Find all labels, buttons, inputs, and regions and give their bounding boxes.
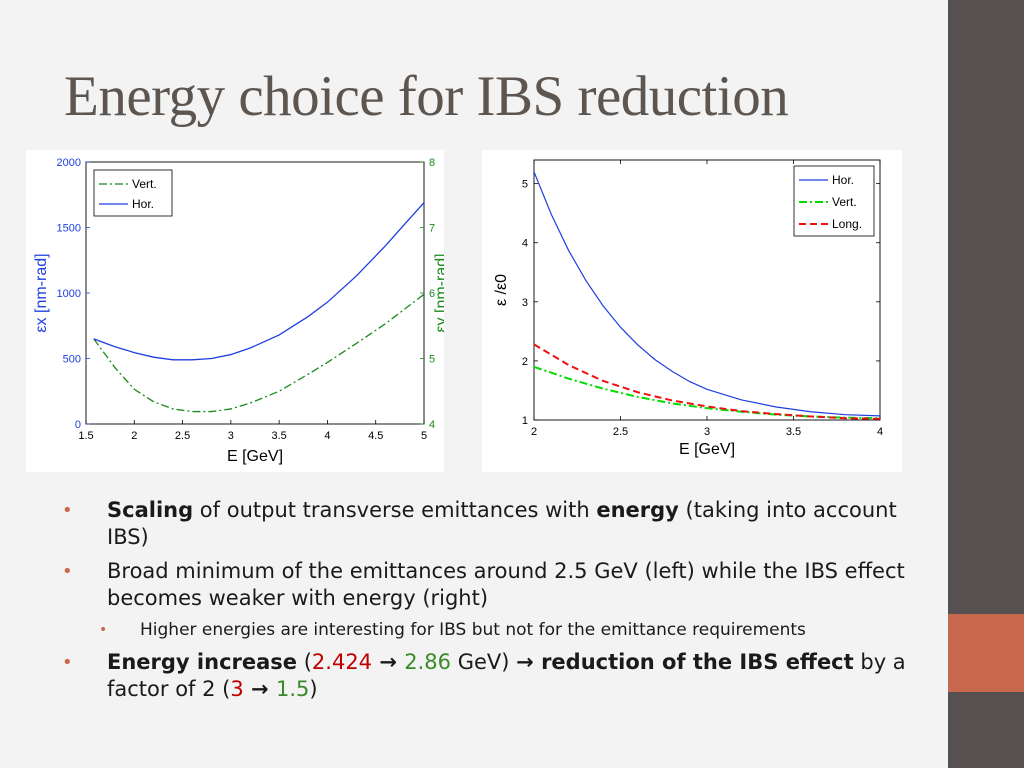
y-tick-label: 1 xyxy=(522,415,528,427)
right-chart: 2 2.5 3 3.5 4 1 2 3 4 5 E [GeV] ε /ε0 Hor. Vert. Long. xyxy=(482,150,902,472)
arrow-icon: → xyxy=(372,650,405,674)
x-tick-label: 4.5 xyxy=(368,430,383,442)
y-right-tick-label: 4 xyxy=(429,419,435,431)
series-line-vert xyxy=(93,293,425,413)
value-green: 1.5 xyxy=(275,677,310,701)
bullet-text: (taking into account IBS) xyxy=(107,498,897,549)
bullet-text: ( xyxy=(297,650,312,674)
bullet-bold-text: energy xyxy=(596,498,679,522)
series-line-long xyxy=(533,343,881,420)
series-line-vert xyxy=(533,365,881,420)
y-left-axis-label: εx [nm-rad] xyxy=(33,253,50,332)
y-tick-label: 4 xyxy=(522,238,528,250)
y-left-tick-label: 0 xyxy=(75,419,81,431)
bullet-scaling: • Scaling of output transverse emittance… xyxy=(62,497,922,551)
legend-label: Vert. xyxy=(832,195,857,209)
series-line-hor xyxy=(93,202,425,361)
bullet-dot: • xyxy=(99,622,108,638)
bullet-text: Broad minimum of the emittances around 2… xyxy=(107,559,905,610)
legend-label: Hor. xyxy=(132,197,154,211)
x-tick-label: 4 xyxy=(877,426,883,438)
value-red: 2.424 xyxy=(311,650,373,674)
x-tick-label: 2.5 xyxy=(613,426,628,438)
x-tick-label: 2 xyxy=(131,430,137,442)
x-axis-label: E [GeV] xyxy=(679,441,735,458)
value-green: 2.86 xyxy=(404,650,452,674)
bullet-list: • Scaling of output transverse emittance… xyxy=(62,497,922,710)
x-tick-label: 1.5 xyxy=(78,430,93,442)
x-tick-label: 3 xyxy=(228,430,234,442)
y-tick-label: 5 xyxy=(522,179,528,191)
bullet-dot: • xyxy=(62,500,73,521)
bullet-text: Higher energies are interesting for IBS … xyxy=(140,620,806,640)
y-left-tick-label: 1500 xyxy=(57,223,81,235)
left-chart: 1.5 2 2.5 3 3.5 4 4.5 5 0 500 1000 1500 2000 4 5 6 7 8 E [… xyxy=(26,150,450,472)
bullet-bold-text: Energy increase xyxy=(107,650,298,674)
y-tick-label: 2 xyxy=(522,356,528,368)
arrow-icon: → xyxy=(243,677,276,701)
x-tick-label: 3.5 xyxy=(786,426,801,438)
footer-date: 16/01/2014 xyxy=(980,261,995,327)
bullet-text: by a factor of 2 ( xyxy=(107,650,906,701)
arrow-icon: → xyxy=(516,650,542,674)
legend-label: Long. xyxy=(832,217,862,231)
y-axis-label: ε /ε0 xyxy=(493,274,510,306)
slide-title: Energy choice for IBS reduction xyxy=(64,65,789,128)
x-tick-label: 4 xyxy=(324,430,330,442)
value-red: 3 xyxy=(230,677,244,701)
y-left-tick-label: 500 xyxy=(63,354,81,366)
x-tick-label: 2 xyxy=(531,426,537,438)
bullet-bold-text: reduction of the IBS effect xyxy=(541,650,854,674)
legend-label: Hor. xyxy=(832,173,854,187)
x-tick-label: 2.5 xyxy=(175,430,190,442)
y-right-tick-label: 8 xyxy=(429,157,435,169)
bullet-bold-text: Scaling xyxy=(107,498,194,522)
y-right-tick-label: 6 xyxy=(429,288,435,300)
bullet-dot: • xyxy=(62,652,73,673)
legend-box xyxy=(793,165,875,237)
bullet-text: GeV) xyxy=(451,650,517,674)
bullet-broad-minimum: • Broad minimum of the emittances around… xyxy=(62,558,922,612)
bullet-energy-increase: • Energy increase (2.424 → 2.86 GeV) → r… xyxy=(62,649,922,703)
y-tick-label: 3 xyxy=(522,297,528,309)
bullet-text: of output transverse emittances with xyxy=(193,498,597,522)
bullet-text: ) xyxy=(309,677,318,701)
y-left-tick-label: 1000 xyxy=(57,288,81,300)
y-right-axis-label: εy [nm-rad] xyxy=(433,253,444,332)
sidebar-accent-block xyxy=(948,614,1024,692)
y-right-tick-label: 5 xyxy=(429,354,435,366)
x-axis-label: E [GeV] xyxy=(227,448,283,465)
series-line-hor xyxy=(533,171,881,417)
legend-label: Vert. xyxy=(132,177,157,191)
sub-bullet-higher-energies: • Higher energies are interesting for IB… xyxy=(62,619,922,641)
y-right-tick-label: 7 xyxy=(429,223,435,235)
footer-event: TWIICE2014 xyxy=(980,361,995,436)
x-tick-label: 3 xyxy=(704,426,710,438)
bullet-dot: • xyxy=(62,561,73,582)
legend-box xyxy=(93,169,173,217)
x-tick-label: 3.5 xyxy=(271,430,286,442)
y-left-tick-label: 2000 xyxy=(57,157,81,169)
x-tick-label: 5 xyxy=(421,430,427,442)
